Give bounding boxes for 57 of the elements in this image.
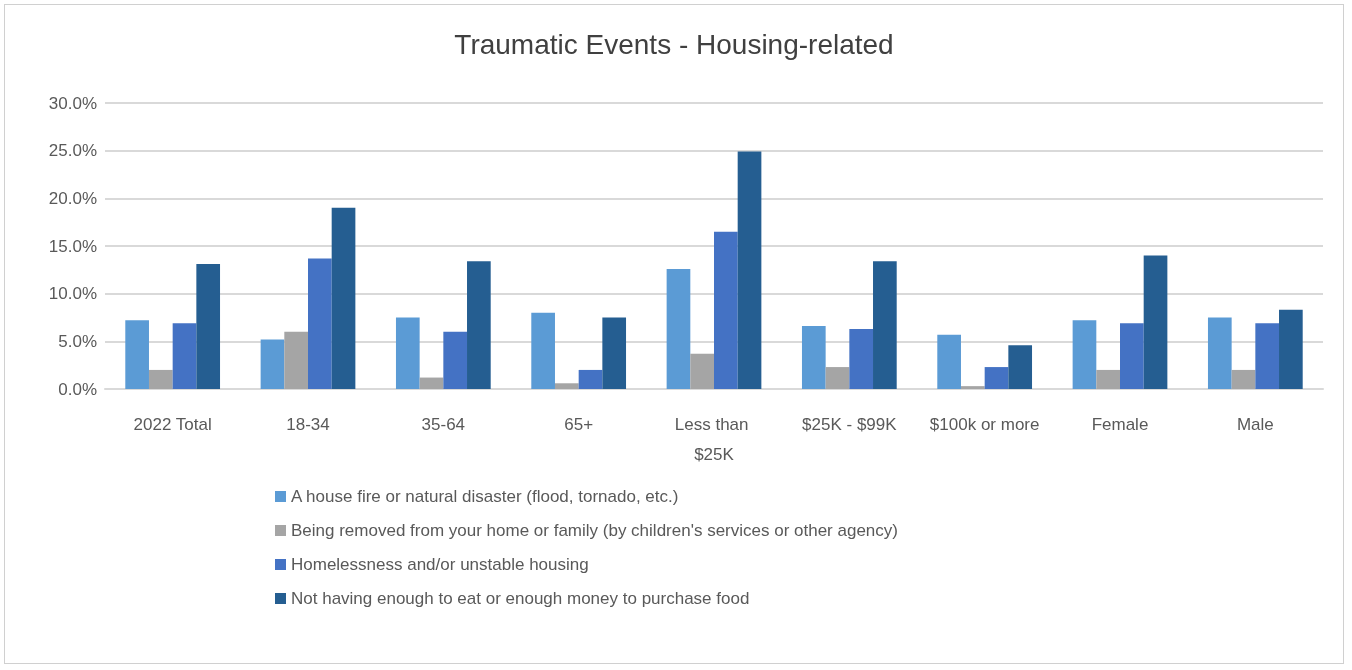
bar [1255, 323, 1280, 389]
x-tick-label: 35-64 [421, 414, 466, 434]
bar [331, 207, 356, 389]
legend-label: Being removed from your home or family (by children's services or other agency) [291, 521, 898, 540]
bar [1072, 320, 1097, 389]
bar [308, 258, 332, 389]
bar [1120, 323, 1144, 389]
chart-title: Traumatic Events - Housing-related [454, 28, 894, 60]
bar [395, 317, 420, 389]
bar [737, 151, 762, 389]
bar [849, 328, 874, 389]
x-tick-label: $100k or more [929, 414, 1040, 434]
x-tick-label: 18-34 [286, 414, 330, 434]
bar [1096, 369, 1120, 389]
bar [443, 331, 468, 389]
bar [196, 264, 221, 389]
x-tick-label: Less than $25K [674, 414, 754, 464]
bar [1279, 309, 1303, 389]
bar [825, 367, 850, 389]
legend-label: Not having enough to eat or enough money to purchase food [291, 589, 750, 608]
y-tick-label: 15.0% [48, 236, 97, 256]
bar [1008, 345, 1033, 389]
bar [531, 312, 555, 389]
bar [937, 334, 961, 389]
bar [125, 320, 149, 389]
bar [578, 369, 603, 389]
y-tick-label: 10.0% [48, 284, 97, 304]
y-tick-label: 30.0% [48, 93, 97, 113]
bar [260, 339, 285, 389]
bar [1231, 369, 1256, 389]
bar [284, 331, 308, 389]
legend-label: Homelessness and/or unstable housing [291, 555, 589, 574]
bar [148, 369, 173, 389]
y-tick-label: 25.0% [48, 141, 97, 161]
x-tick-label: $25K - $99K [802, 414, 898, 434]
bar [1143, 255, 1168, 389]
x-tick-label: 65+ [564, 414, 594, 434]
bar [960, 386, 985, 389]
legend-label: A house fire or natural disaster (flood, tornado, etc.) [291, 487, 679, 506]
y-tick-label: 20.0% [48, 188, 97, 208]
bar [714, 231, 738, 389]
bar [666, 268, 691, 389]
bar [873, 261, 897, 389]
x-tick-label: Male [1236, 414, 1274, 434]
bar [690, 353, 714, 389]
bar [554, 383, 579, 389]
y-tick-label: 5.0% [58, 331, 97, 351]
bar [467, 261, 491, 389]
x-tick-label: 2022 Total [133, 414, 212, 434]
bar [801, 326, 826, 389]
bar [984, 367, 1009, 389]
x-tick-label: Female [1091, 414, 1149, 434]
bar [1207, 317, 1232, 389]
bar [172, 323, 197, 389]
bar [419, 377, 444, 389]
y-tick-label: 0.0% [58, 379, 97, 399]
bar [602, 317, 627, 389]
